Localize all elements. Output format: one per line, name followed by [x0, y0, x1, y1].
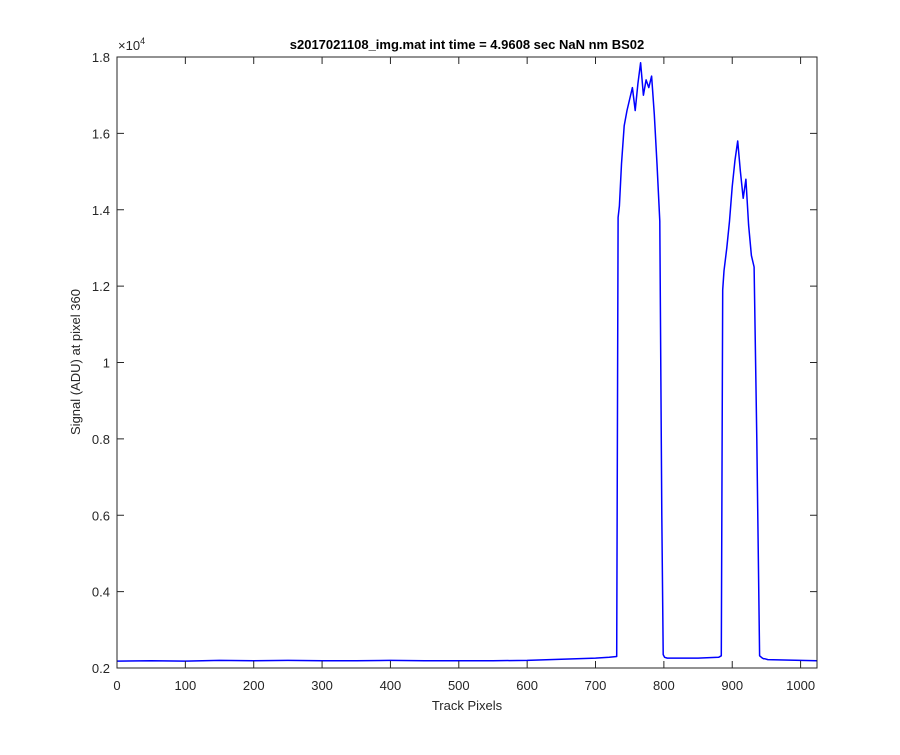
x-tick-label: 0 — [113, 678, 120, 693]
y-tick-label: 0.6 — [92, 508, 110, 523]
series-line — [116, 61, 818, 662]
x-tick-label: 300 — [311, 678, 333, 693]
x-tick-label: 600 — [516, 678, 538, 693]
y-axis-label: Signal (ADU) at pixel 360 — [68, 289, 83, 435]
y-tick-label: 1.8 — [92, 50, 110, 65]
y-exponent-label: ×104 — [118, 36, 145, 53]
x-tick-label: 1000 — [786, 678, 815, 693]
y-tick-label: 1.6 — [92, 126, 110, 141]
plot-box — [116, 56, 818, 669]
x-tick-label: 400 — [380, 678, 402, 693]
y-tick-label: 0.4 — [92, 585, 110, 600]
x-tick-label: 100 — [175, 678, 197, 693]
y-tick-label: 1.4 — [92, 203, 110, 218]
x-tick-label: 500 — [448, 678, 470, 693]
x-tick-label: 200 — [243, 678, 265, 693]
y-tick-label: 0.2 — [92, 661, 110, 676]
chart-title: s2017021108_img.mat int time = 4.9608 se… — [290, 37, 644, 52]
y-tick-label: 0.8 — [92, 432, 110, 447]
y-exponent-base: ×10 — [118, 38, 140, 53]
x-axis-label: Track Pixels — [432, 698, 503, 713]
x-tick-label: 700 — [585, 678, 607, 693]
x-tick-label: 900 — [721, 678, 743, 693]
y-tick-label: 1 — [103, 356, 110, 371]
x-tick-label: 800 — [653, 678, 675, 693]
y-exponent-power: 4 — [140, 36, 145, 46]
y-tick-label: 1.2 — [92, 279, 110, 294]
